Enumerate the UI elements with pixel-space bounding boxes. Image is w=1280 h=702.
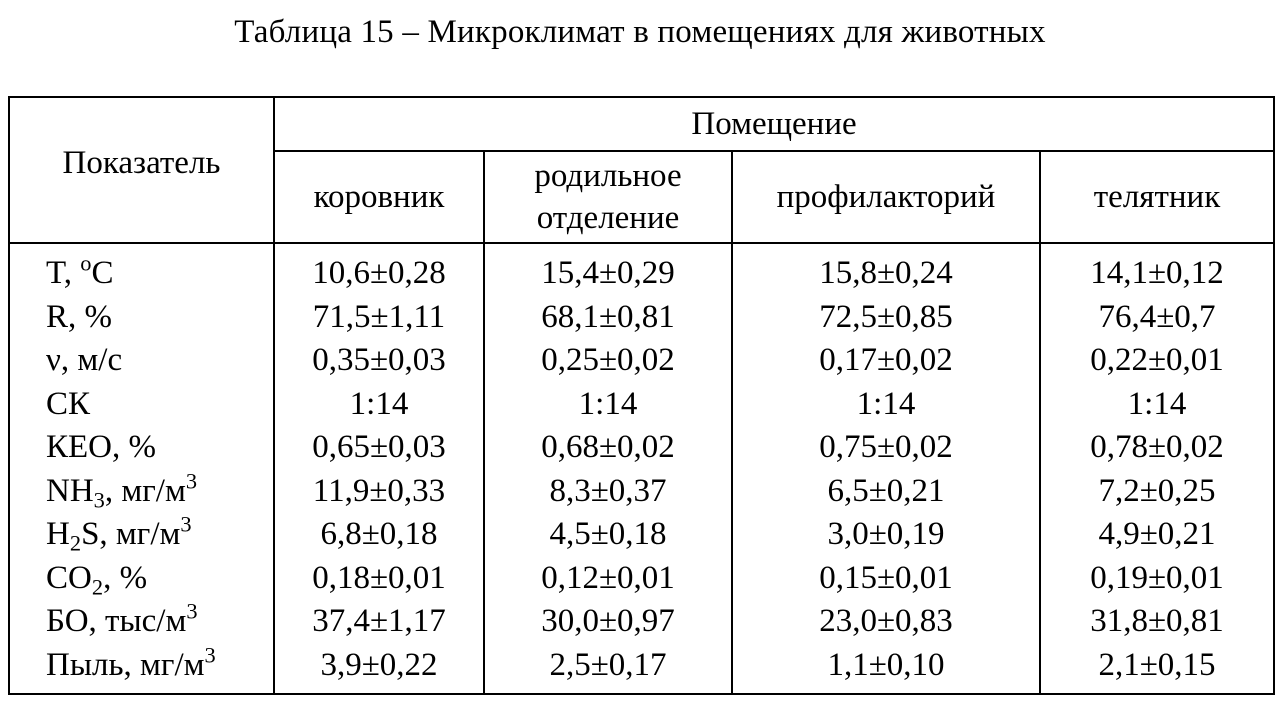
param-superscript: 3 xyxy=(186,598,198,624)
table-row: H2S, мг/м3 6,8±0,18 4,5±0,18 3,0±0,19 4,9±0,… xyxy=(8,511,1276,557)
table-row: КЕО, % 0,65±0,03 0,68±0,02 0,75±0,02 0,78±0,… xyxy=(8,426,1276,470)
value-cell: 0,65±0,03 xyxy=(273,426,485,470)
value-cell: 0,35±0,03 xyxy=(273,339,485,383)
param-text-after-subscript: S, мг/м xyxy=(81,516,181,552)
value-cell: 1:14 xyxy=(1038,382,1276,426)
param-text: H xyxy=(46,516,70,552)
param-superscript: 3 xyxy=(185,468,198,494)
header-col-label-line1: родильное xyxy=(534,158,682,194)
header-param-label: Показатель xyxy=(62,145,221,181)
value-cell: 0,22±0,01 xyxy=(1038,339,1276,383)
microclimate-table: Показатель Помещение коровник родильное … xyxy=(8,96,1276,695)
table-row: Пыль, мг/м3 3,9±0,22 2,5±0,17 1,1±0,10 2,1±0… xyxy=(8,642,1276,695)
param-superscript: o xyxy=(80,250,92,276)
param-text: ν, м/с xyxy=(46,342,123,378)
param-text: СК xyxy=(46,385,91,422)
header-group-label: Помещение xyxy=(691,105,857,142)
value-cell: 7,2±0,25 xyxy=(1038,469,1276,513)
table-subheader-row: коровник родильное отделение профилактор… xyxy=(9,151,1276,244)
header-col-label-line2: отделение xyxy=(536,200,680,236)
param-cell: ν, м/с xyxy=(8,339,275,383)
param-cell: КЕО, % xyxy=(8,426,275,470)
value-cell: 68,1±0,81 xyxy=(483,295,733,339)
table-caption: Таблица 15 – Микроклимат в помещениях дл… xyxy=(234,14,1046,50)
param-superscript: 3 xyxy=(204,642,216,668)
param-subscript: 2 xyxy=(69,530,82,556)
value-cell: 1:14 xyxy=(731,382,1041,426)
table-row: БО, тыс/м3 37,4±1,17 30,0±0,97 23,0±0,83 31,… xyxy=(8,598,1276,644)
header-col-label: телятник xyxy=(1093,179,1221,215)
value-cell: 0,18±0,01 xyxy=(273,556,485,600)
header-col-cowshed: коровник xyxy=(273,151,485,244)
param-cell: R, % xyxy=(8,295,275,339)
param-cell: H2S, мг/м3 xyxy=(8,511,275,557)
header-param-cell: Показатель xyxy=(8,96,275,244)
header-col-dispensary: профилакторий xyxy=(731,151,1041,244)
value-cell: 0,75±0,02 xyxy=(731,426,1041,470)
value-cell: 31,8±0,81 xyxy=(1038,600,1276,644)
param-text: БО, тыс/м xyxy=(46,603,187,639)
value-cell: 0,25±0,02 xyxy=(483,339,733,383)
table-row: T, oC 10,6±0,28 15,4±0,29 15,8±0,24 14,1±0,1… xyxy=(8,243,1276,296)
param-subscript: 2 xyxy=(91,573,104,599)
header-col-maternity: родильное отделение xyxy=(483,151,733,244)
header-col-calf-barn: телятник xyxy=(1038,151,1276,244)
param-superscript: 3 xyxy=(180,511,192,537)
param-text: Пыль, мг/м xyxy=(46,646,205,683)
table-row: R, % 71,5±1,11 68,1±0,81 72,5±0,85 76,4±0,7 xyxy=(8,295,1276,339)
param-text-after-subscript: , % xyxy=(103,559,148,596)
value-cell: 10,6±0,28 xyxy=(273,243,485,296)
value-cell: 15,8±0,24 xyxy=(731,243,1041,296)
header-group-cell: Помещение xyxy=(272,96,1276,152)
value-cell: 4,5±0,18 xyxy=(483,513,733,557)
value-cell: 0,78±0,02 xyxy=(1038,426,1276,470)
header-col-label: профилакторий xyxy=(776,179,996,215)
param-text: NH xyxy=(46,472,94,509)
value-cell: 30,0±0,97 xyxy=(483,600,733,644)
value-cell: 2,1±0,15 xyxy=(1038,643,1276,695)
value-cell: 1:14 xyxy=(273,382,485,426)
param-text: T, xyxy=(46,255,81,291)
param-cell: NH3, мг/м3 xyxy=(8,468,275,513)
value-cell: 0,68±0,02 xyxy=(483,426,733,470)
param-text: R, % xyxy=(46,298,112,335)
table-row: CO2, % 0,18±0,01 0,12±0,01 0,15±0,01 0,19±0,… xyxy=(8,556,1276,600)
value-cell: 23,0±0,83 xyxy=(731,600,1041,644)
param-cell: СК xyxy=(8,382,275,426)
value-cell: 2,5±0,17 xyxy=(483,643,733,695)
value-cell: 11,9±0,33 xyxy=(273,469,485,513)
value-cell: 3,0±0,19 xyxy=(731,513,1041,557)
table-row: NH3, мг/м3 11,9±0,33 8,3±0,37 6,5±0,21 7,2±0… xyxy=(8,468,1276,513)
param-subscript: 3 xyxy=(93,486,105,512)
table-header-row: Показатель Помещение xyxy=(8,96,1276,244)
value-cell: 37,4±1,17 xyxy=(273,600,485,644)
param-text: КЕО, % xyxy=(46,429,156,465)
value-cell: 0,15±0,01 xyxy=(731,556,1041,600)
param-text-after-subscript: , мг/м xyxy=(104,472,186,509)
value-cell: 4,9±0,21 xyxy=(1038,513,1276,557)
value-cell: 1,1±0,10 xyxy=(731,643,1041,695)
value-cell: 15,4±0,29 xyxy=(483,243,733,296)
value-cell: 0,19±0,01 xyxy=(1038,556,1276,600)
value-cell: 71,5±1,11 xyxy=(273,295,485,339)
param-text: CO xyxy=(46,559,92,596)
value-cell: 3,9±0,22 xyxy=(273,643,485,695)
param-cell: Пыль, мг/м3 xyxy=(8,642,275,695)
value-cell: 14,1±0,12 xyxy=(1038,243,1276,296)
value-cell: 1:14 xyxy=(483,382,733,426)
value-cell: 72,5±0,85 xyxy=(731,295,1041,339)
table-row: ν, м/с 0,35±0,03 0,25±0,02 0,17±0,02 0,22±0,… xyxy=(8,339,1276,383)
value-cell: 6,8±0,18 xyxy=(273,513,485,557)
value-cell: 0,12±0,01 xyxy=(483,556,733,600)
value-cell: 0,17±0,02 xyxy=(731,339,1041,383)
value-cell: 76,4±0,7 xyxy=(1038,295,1276,339)
table-row: СК 1:14 1:14 1:14 1:14 xyxy=(8,382,1276,426)
value-cell: 8,3±0,37 xyxy=(483,469,733,513)
param-cell: T, oC xyxy=(8,243,275,296)
header-col-label: коровник xyxy=(313,179,445,215)
param-cell: CO2, % xyxy=(8,556,275,600)
value-cell: 6,5±0,21 xyxy=(731,469,1041,513)
param-text-after-superscript: C xyxy=(91,255,114,291)
param-cell: БО, тыс/м3 xyxy=(8,598,275,644)
